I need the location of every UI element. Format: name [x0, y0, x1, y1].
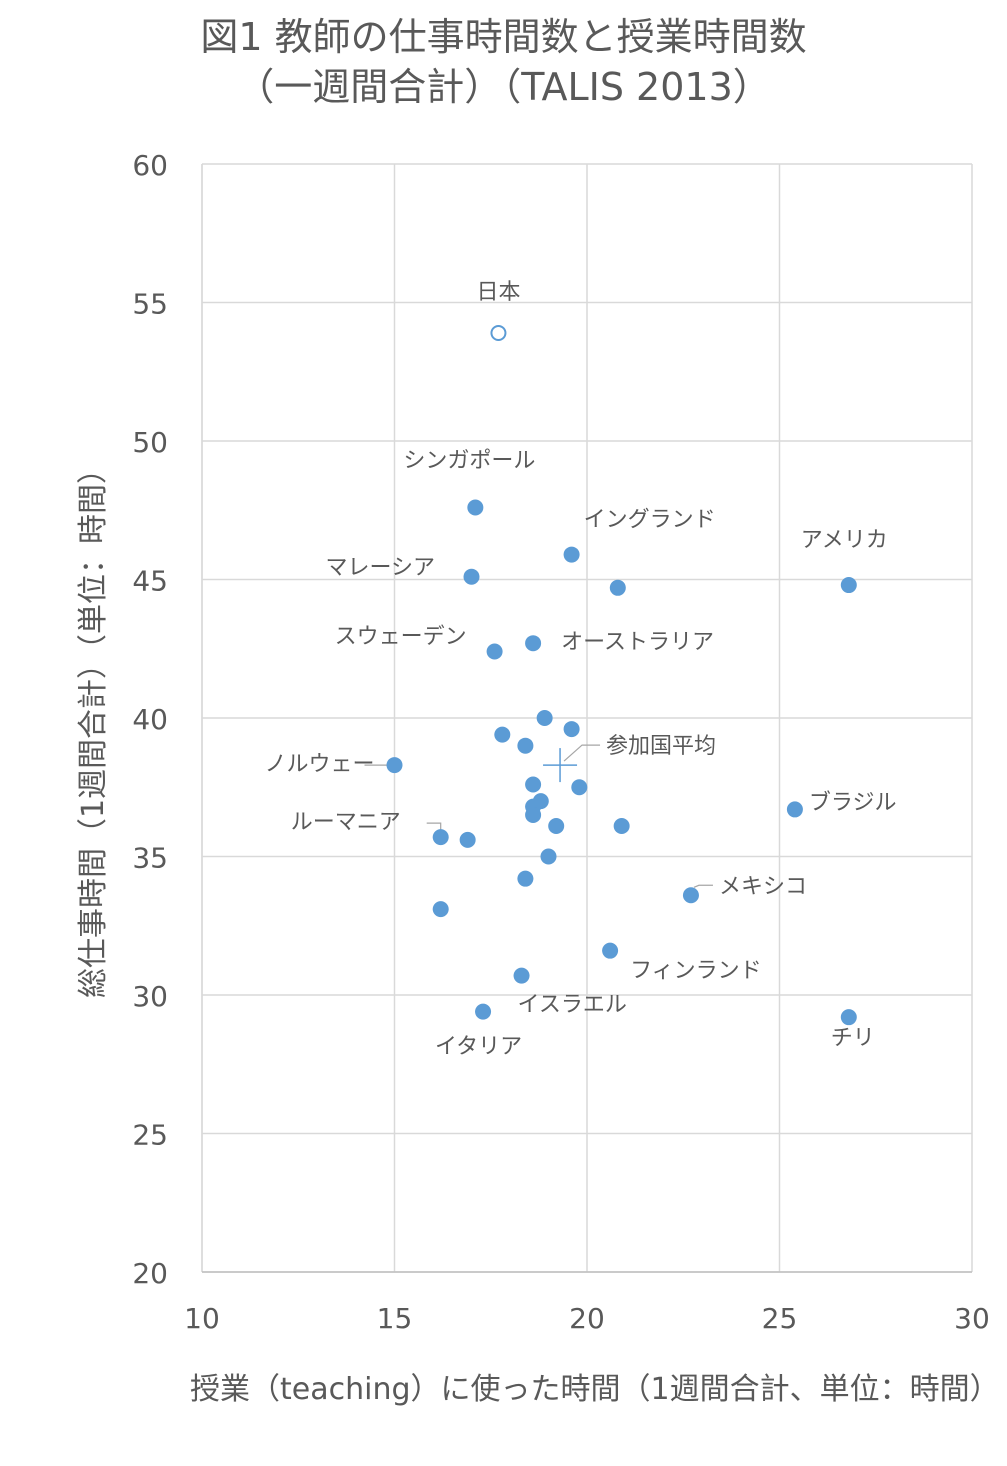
data-point [386, 757, 403, 774]
tick-layer: 20 25 30 35 40 45 50 55 60 10 15 20 25 30 [132, 149, 989, 1335]
data-point-label: ブラジル [809, 790, 897, 815]
data-point [513, 967, 530, 984]
data-point [571, 779, 588, 796]
chart-title: 図1 教師の仕事時間数と授業時間数 （一週間合計）（TALIS 2013） [0, 12, 1007, 112]
y-tick-label: 45 [132, 565, 168, 598]
data-point [486, 643, 503, 660]
label-leader [693, 884, 713, 888]
data-point [467, 499, 484, 516]
data-point [517, 870, 534, 887]
data-point [463, 568, 480, 585]
data-point [840, 577, 857, 594]
y-tick-label: 40 [132, 703, 168, 736]
data-point-label: ノルウェー [265, 752, 375, 777]
y-tick-label: 50 [132, 426, 168, 459]
data-point-label: イングランド [584, 508, 716, 533]
data-point-label: チリ [831, 1026, 875, 1051]
y-tick-label: 25 [132, 1119, 168, 1152]
chart-title-line-2: （一週間合計）（TALIS 2013） [236, 65, 771, 109]
data-point-label: メキシコ [719, 874, 807, 899]
data-point-label: ルーマニア [291, 810, 401, 835]
data-point [563, 721, 580, 738]
chart-title-line-1: 図1 教師の仕事時間数と授業時間数 [200, 15, 807, 59]
average-label: 参加国平均 [606, 734, 716, 759]
x-tick-label: 30 [954, 1302, 990, 1335]
data-point-label: スウェーデン [335, 625, 467, 650]
y-tick-label: 35 [132, 842, 168, 875]
data-point-label: オーストラリア [561, 630, 714, 655]
data-point-label: アメリカ [801, 528, 888, 553]
data-point [525, 635, 542, 652]
data-point [563, 546, 580, 563]
data-point-label: シンガポール [403, 448, 535, 473]
x-tick-label: 10 [184, 1302, 220, 1335]
data-point-label: フィンランド [630, 959, 762, 984]
data-point-label: イタリア [435, 1035, 522, 1060]
data-point [609, 579, 626, 596]
japan-point [490, 324, 507, 341]
data-point [475, 1003, 492, 1020]
data-point [540, 848, 557, 865]
x-tick-label: 15 [377, 1302, 413, 1335]
data-point [613, 818, 630, 835]
data-point [525, 776, 542, 793]
data-point [786, 801, 803, 818]
y-tick-label: 30 [132, 980, 168, 1013]
data-point [432, 829, 449, 846]
data-point [432, 901, 449, 918]
data-point [517, 737, 534, 754]
data-point [536, 710, 553, 726]
data-point [602, 942, 619, 959]
japan-label: 日本 [476, 280, 520, 305]
data-point [548, 818, 565, 835]
data-point [494, 726, 511, 743]
y-axis-label: 総仕事時間（1週間合計）（単位：時間） [76, 453, 111, 999]
y-tick-label: 55 [132, 288, 168, 321]
grid-layer [201, 163, 973, 1273]
data-point [459, 831, 476, 848]
data-point [682, 887, 699, 904]
x-tick-label: 20 [569, 1302, 605, 1335]
data-point [840, 1009, 857, 1026]
point-layer [386, 324, 857, 1026]
y-tick-label: 60 [132, 149, 168, 182]
label-leader [426, 822, 442, 832]
x-axis-label: 授業（teaching）に使った時間（1週間合計、単位：時間） [190, 1372, 1000, 1407]
y-tick-label: 20 [132, 1257, 168, 1290]
data-point [525, 806, 542, 823]
average-leader [563, 744, 601, 762]
data-point-label: マレーシア [326, 556, 436, 581]
data-point-label: イスラエル [518, 993, 627, 1018]
x-tick-label: 25 [762, 1302, 798, 1335]
leader-layer [364, 744, 713, 888]
